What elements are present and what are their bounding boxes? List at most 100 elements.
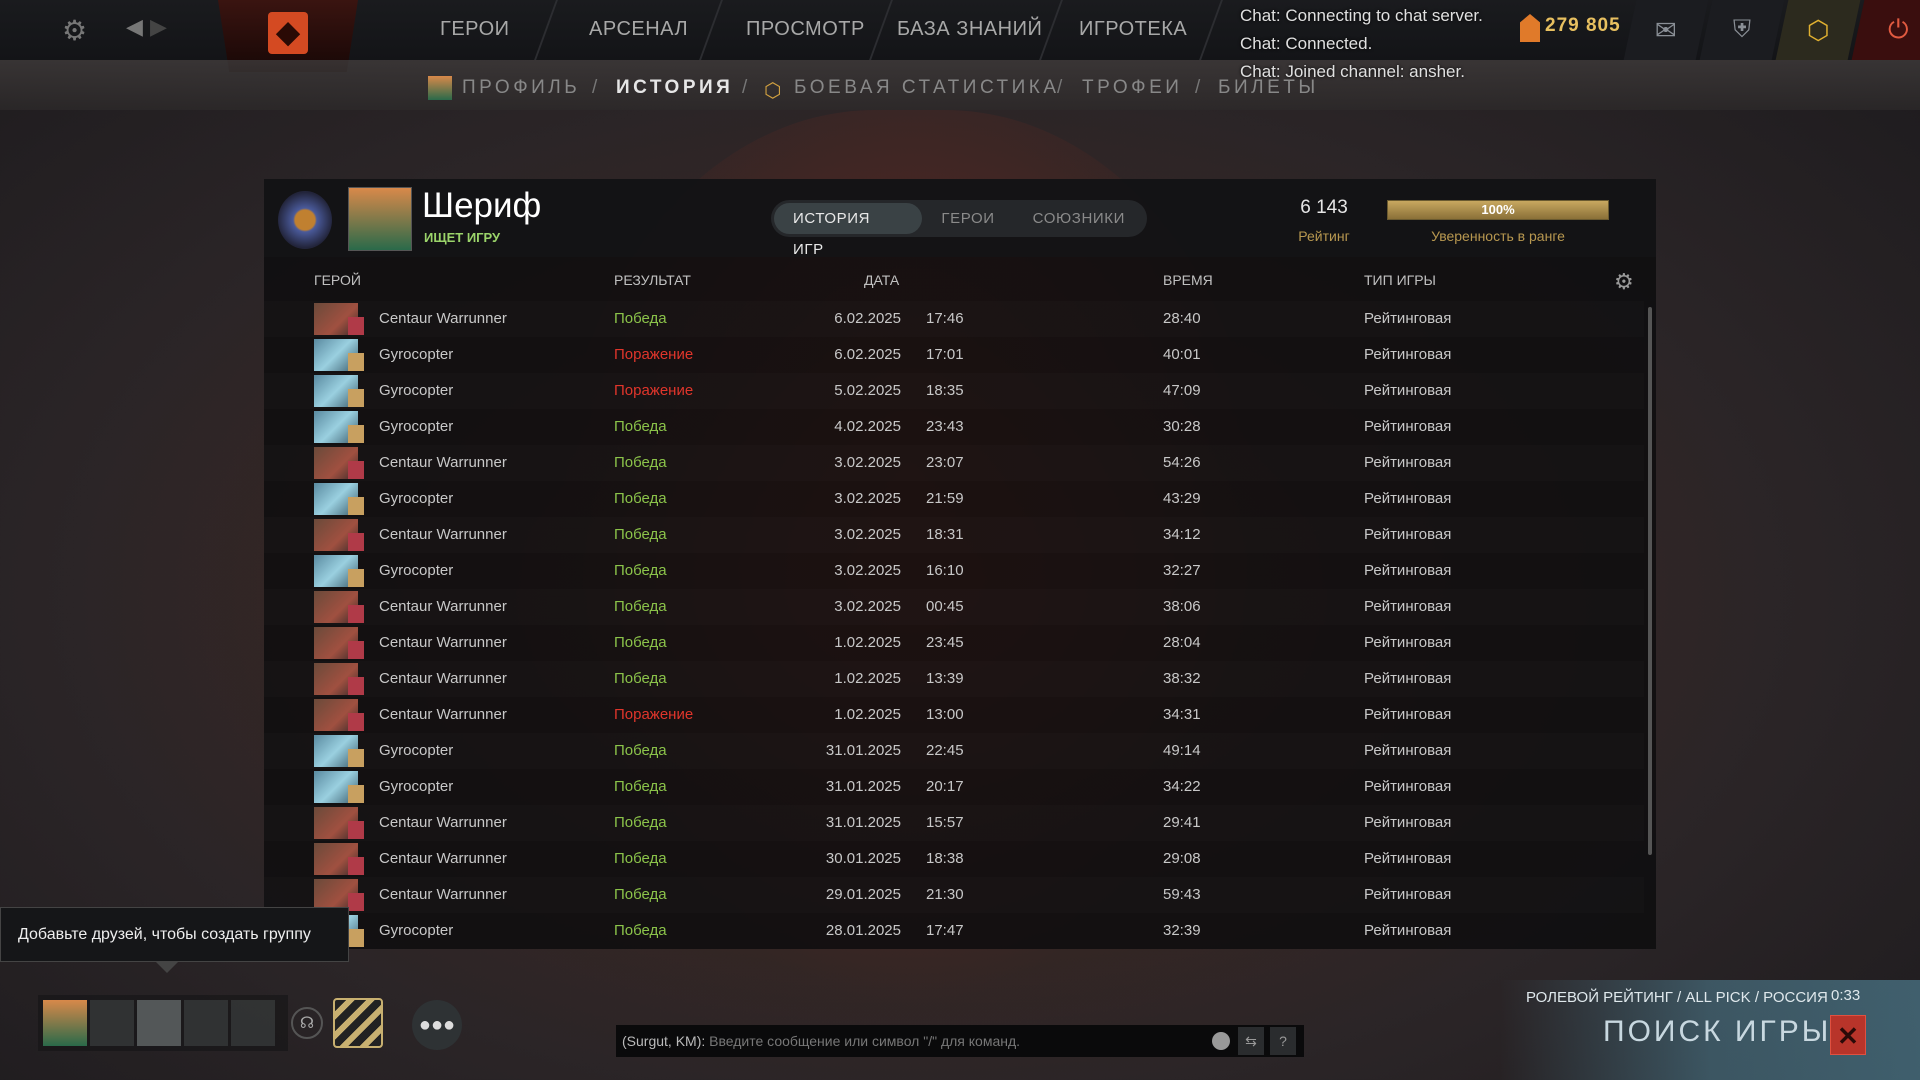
chat-help-button[interactable]: ? — [1270, 1027, 1296, 1055]
match-date: 6.02.2025 — [834, 310, 901, 327]
match-duration: 43:29 — [1163, 490, 1201, 507]
match-row[interactable]: Gyrocopter Победа 3.02.2025 21:59 43:29 … — [264, 481, 1644, 517]
match-result: Победа — [614, 562, 667, 579]
match-row[interactable]: Gyrocopter Поражение 6.02.2025 17:01 40:… — [264, 337, 1644, 373]
nav-learn[interactable]: БАЗА ЗНАНИЙ — [897, 18, 1043, 40]
party-members-icon[interactable]: ●●● — [412, 1000, 462, 1050]
party-slot-empty[interactable] — [137, 1000, 181, 1046]
col-duration[interactable]: ВРЕМЯ — [1163, 272, 1213, 288]
subnav-history[interactable]: ИСТОРИЯ — [616, 77, 734, 98]
match-row[interactable]: Centaur Warrunner Победа 31.01.2025 15:5… — [264, 805, 1644, 841]
party-slot-self[interactable] — [43, 1000, 87, 1046]
avatar[interactable] — [348, 187, 412, 251]
subnav-separator: / — [1057, 77, 1066, 98]
match-date: 3.02.2025 — [834, 526, 901, 543]
party-slot-empty[interactable] — [184, 1000, 228, 1046]
tab-heroes[interactable]: ГЕРОИ — [941, 210, 995, 227]
match-row[interactable]: Centaur Warrunner Победа 1.02.2025 23:45… — [264, 625, 1644, 661]
match-date: 3.02.2025 — [834, 598, 901, 615]
match-type: Рейтинговая — [1364, 382, 1452, 399]
hero-portrait-icon — [314, 375, 366, 407]
tab-match-history[interactable]: ИСТОРИЯ ИГР — [774, 203, 923, 258]
nav-arcade[interactable]: ИГРОТЕКА — [1079, 18, 1188, 40]
match-duration: 40:01 — [1163, 346, 1201, 363]
profile-avatar-icon — [428, 76, 452, 100]
hero-name: Centaur Warrunner — [379, 850, 507, 867]
chat-input[interactable]: (Surgut, KM): Введите сообщение или симв… — [616, 1025, 1304, 1057]
voice-chat-headset-icon[interactable]: ☊ — [291, 1007, 323, 1039]
hero-portrait-icon — [314, 663, 366, 695]
match-row[interactable]: Centaur Warrunner Победа 1.02.2025 13:39… — [264, 661, 1644, 697]
armory-button[interactable]: ⛨ — [1699, 0, 1785, 60]
match-result: Поражение — [614, 382, 694, 399]
match-result: Победа — [614, 526, 667, 543]
subnav-battle-stats[interactable]: БОЕВАЯ СТАТИСТИКА — [794, 77, 1060, 98]
match-row[interactable]: Centaur Warrunner Победа 30.01.2025 18:3… — [264, 841, 1644, 877]
tab-allies[interactable]: СОЮЗНИКИ — [1032, 210, 1125, 227]
party-slot-empty[interactable] — [231, 1000, 275, 1046]
nav-armory[interactable]: АРСЕНАЛ — [589, 18, 689, 40]
match-row[interactable]: Centaur Warrunner Победа 3.02.2025 18:31… — [264, 517, 1644, 553]
nav-heroes[interactable]: ГЕРОИ — [440, 18, 510, 40]
cancel-search-button[interactable]: ✕ — [1830, 1015, 1866, 1055]
match-duration: 38:06 — [1163, 598, 1201, 615]
battle-banner-icon[interactable] — [333, 998, 383, 1048]
match-row[interactable]: Gyrocopter Победа 3.02.2025 16:10 32:27 … — [264, 553, 1644, 589]
power-button[interactable]: ⏻ — [1851, 0, 1920, 60]
hero-name: Gyrocopter — [379, 346, 454, 363]
match-date: 4.02.2025 — [834, 418, 901, 435]
match-type: Рейтинговая — [1364, 310, 1452, 327]
col-result[interactable]: РЕЗУЛЬТАТ — [614, 272, 691, 288]
match-type: Рейтинговая — [1364, 814, 1452, 831]
hero-name: Gyrocopter — [379, 382, 454, 399]
table-settings-gear-icon[interactable]: ⚙ — [1614, 269, 1634, 294]
match-duration: 54:26 — [1163, 454, 1201, 471]
subnav-profile[interactable]: ПРОФИЛЬ — [462, 77, 581, 98]
plus-button[interactable]: ⬡ — [1775, 0, 1861, 60]
scrollbar[interactable] — [1648, 307, 1652, 855]
hero-portrait-icon — [314, 483, 366, 515]
match-type: Рейтинговая — [1364, 706, 1452, 723]
match-row[interactable]: Centaur Warrunner Победа 29.01.2025 21:3… — [264, 877, 1644, 913]
match-time: 00:45 — [926, 598, 964, 615]
match-row[interactable]: Centaur Warrunner Поражение 1.02.2025 13… — [264, 697, 1644, 733]
match-duration: 28:04 — [1163, 634, 1201, 651]
mail-button[interactable]: ✉ — [1623, 0, 1709, 60]
chat-share-icon[interactable]: ⇆ — [1238, 1027, 1264, 1055]
forward-arrow-icon[interactable]: ▶ — [150, 14, 167, 39]
rank-confidence-percent: 100% — [1481, 202, 1515, 217]
col-date[interactable]: ДАТА — [864, 272, 900, 288]
profile-subnav — [0, 60, 1920, 110]
subnav-trophies[interactable]: ТРОФЕИ — [1082, 77, 1183, 98]
match-row[interactable]: Gyrocopter Победа 28.01.2025 17:47 32:39… — [264, 913, 1644, 949]
match-row[interactable]: Centaur Warrunner Победа 6.02.2025 17:46… — [264, 301, 1644, 337]
match-duration: 28:40 — [1163, 310, 1201, 327]
col-game-type[interactable]: ТИП ИГРЫ — [1364, 272, 1436, 288]
match-result: Победа — [614, 778, 667, 795]
match-date: 3.02.2025 — [834, 454, 901, 471]
match-date: 31.01.2025 — [825, 778, 901, 795]
hero-name: Centaur Warrunner — [379, 634, 507, 651]
back-arrow-icon[interactable]: ◀ — [126, 14, 143, 39]
settings-gear-icon[interactable]: ⚙ — [62, 15, 88, 46]
hero-portrait-icon — [314, 591, 366, 623]
hero-portrait-icon — [314, 771, 366, 803]
match-type: Рейтинговая — [1364, 526, 1452, 543]
match-row[interactable]: Gyrocopter Поражение 5.02.2025 18:35 47:… — [264, 373, 1644, 409]
match-duration: 59:43 — [1163, 886, 1201, 903]
col-hero[interactable]: ГЕРОЙ — [314, 272, 361, 288]
subnav-tickets[interactable]: БИЛЕТЫ — [1218, 77, 1319, 98]
match-duration: 34:12 — [1163, 526, 1201, 543]
match-row[interactable]: Gyrocopter Победа 31.01.2025 22:45 49:14… — [264, 733, 1644, 769]
match-date: 29.01.2025 — [825, 886, 901, 903]
hero-name: Centaur Warrunner — [379, 706, 507, 723]
party-slot-empty[interactable] — [90, 1000, 134, 1046]
nav-watch[interactable]: ПРОСМОТР — [746, 18, 865, 40]
match-row[interactable]: Gyrocopter Победа 4.02.2025 23:43 30:28 … — [264, 409, 1644, 445]
emoji-icon[interactable] — [1212, 1032, 1230, 1050]
match-row[interactable]: Centaur Warrunner Победа 3.02.2025 23:07… — [264, 445, 1644, 481]
match-row[interactable]: Gyrocopter Победа 31.01.2025 20:17 34:22… — [264, 769, 1644, 805]
match-type: Рейтинговая — [1364, 634, 1452, 651]
matchmaking-title: ПОИСК ИГРЫ — [1603, 1015, 1832, 1048]
match-row[interactable]: Centaur Warrunner Победа 3.02.2025 00:45… — [264, 589, 1644, 625]
